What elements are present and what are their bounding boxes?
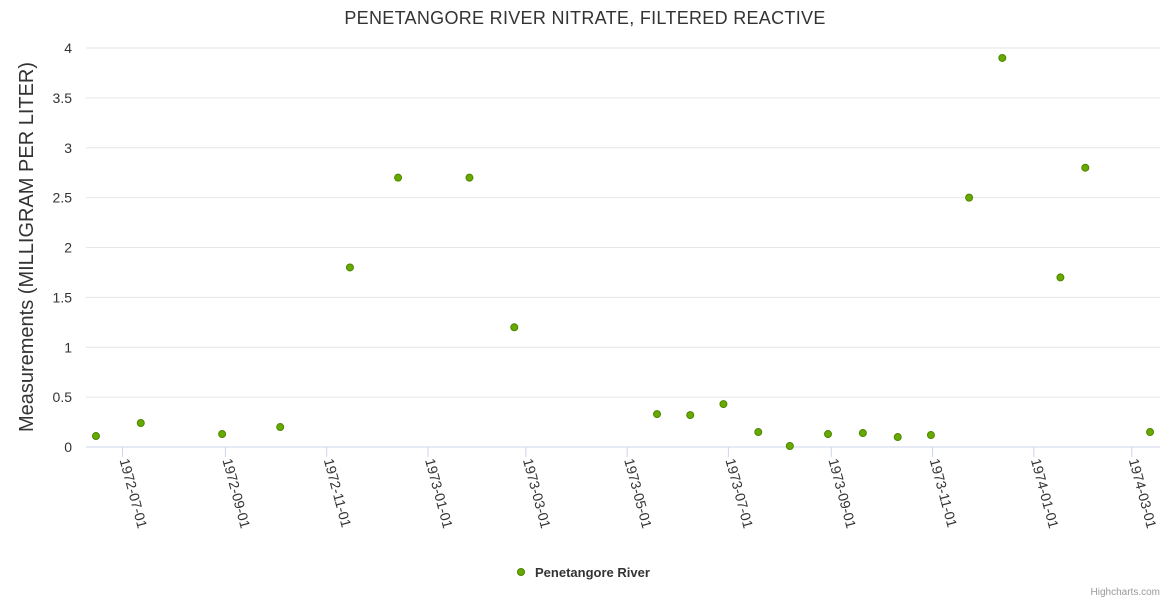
y-axis: 0 0.5 1 1.5 2 2.5 3 3.5 4: [53, 40, 73, 455]
data-point[interactable]: [345, 263, 354, 272]
data-point[interactable]: [394, 173, 403, 182]
data-point[interactable]: [893, 433, 902, 442]
y-tick-label: 0.5: [53, 389, 73, 405]
data-point[interactable]: [965, 193, 974, 202]
data-point[interactable]: [136, 419, 145, 428]
grid: [86, 47, 1160, 398]
legend-marker[interactable]: [517, 568, 525, 576]
x-tick-label: 1974-01-01: [1028, 457, 1062, 531]
chart-title: PENETANGORE RIVER NITRATE, FILTERED REAC…: [344, 8, 825, 28]
y-tick-label: 1: [64, 339, 72, 355]
data-point[interactable]: [465, 173, 474, 182]
data-point[interactable]: [998, 53, 1007, 62]
x-tick-label: 1972-07-01: [117, 457, 151, 531]
x-tick-label: 1973-07-01: [723, 457, 757, 531]
y-tick-label: 2.5: [53, 190, 73, 206]
data-point[interactable]: [1146, 428, 1155, 437]
credits-link[interactable]: Highcharts.com: [1091, 587, 1160, 598]
x-axis: 1972-07-01 1972-09-01 1972-11-01 1973-01-01…: [86, 446, 1160, 531]
y-tick-label: 4: [64, 40, 72, 56]
x-tick-label: 1973-11-01: [927, 457, 961, 530]
y-tick-label: 3.5: [53, 90, 73, 106]
data-point[interactable]: [218, 430, 227, 439]
data-point[interactable]: [686, 411, 695, 420]
data-point[interactable]: [785, 442, 794, 451]
data-point[interactable]: [824, 430, 833, 439]
x-tick-label: 1974-03-01: [1126, 457, 1160, 531]
legend[interactable]: Penetangore River: [517, 565, 650, 580]
y-tick-label: 2: [64, 240, 72, 256]
y-tick-label: 0: [64, 439, 72, 455]
x-tick-label: 1973-01-01: [422, 457, 456, 531]
x-tick-label: 1973-09-01: [825, 457, 859, 531]
data-point[interactable]: [276, 423, 285, 432]
data-point[interactable]: [1056, 273, 1065, 282]
legend-item-penetangore-river[interactable]: Penetangore River: [535, 565, 650, 580]
x-tick-label: 1972-09-01: [220, 457, 254, 531]
data-point[interactable]: [653, 410, 662, 419]
data-point[interactable]: [91, 432, 100, 441]
y-tick-label: 3: [64, 140, 72, 156]
x-tick-label: 1973-05-01: [621, 457, 655, 531]
y-axis-label: Measurements (MILLIGRAM PER LITER): [16, 62, 38, 432]
data-point[interactable]: [926, 431, 935, 440]
x-tick-label: 1972-11-01: [321, 457, 355, 530]
data-points[interactable]: [91, 53, 1155, 451]
data-point[interactable]: [1081, 163, 1090, 172]
data-point[interactable]: [858, 429, 867, 438]
y-tick-label: 1.5: [53, 289, 73, 305]
data-point[interactable]: [754, 428, 763, 437]
data-point[interactable]: [510, 323, 519, 332]
x-tick-label: 1973-03-01: [520, 457, 554, 531]
data-point[interactable]: [719, 400, 728, 409]
